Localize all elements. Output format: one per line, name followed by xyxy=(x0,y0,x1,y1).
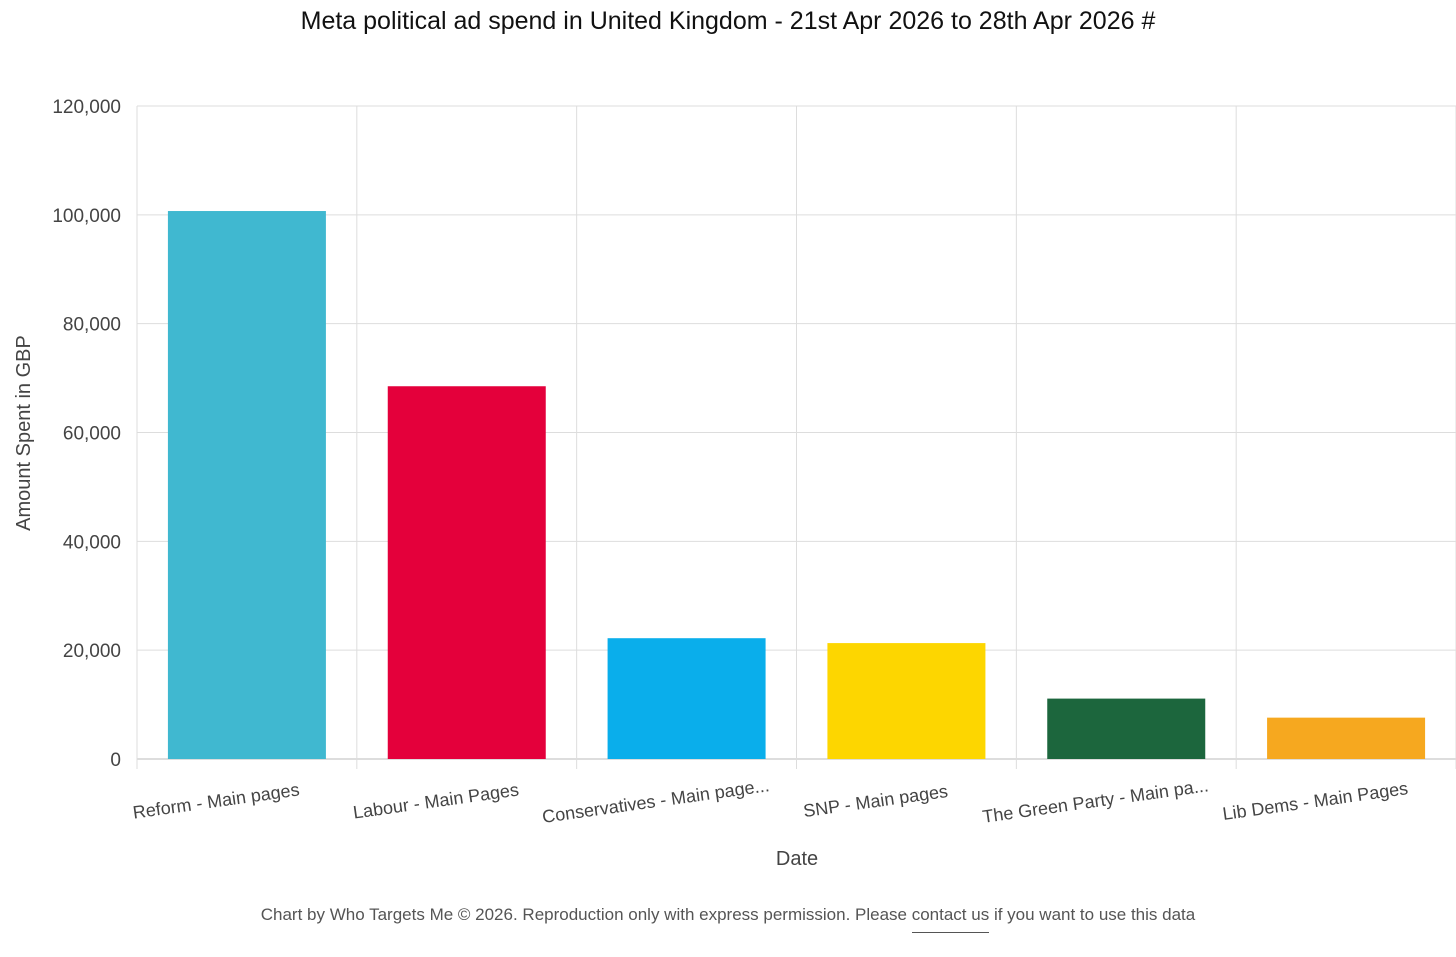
y-tick-label: 0 xyxy=(110,750,121,771)
chart-title: Meta political ad spend in United Kingdo… xyxy=(301,7,1156,35)
x-tick-label: The Green Party - Main pa... xyxy=(981,775,1210,827)
bar-3[interactable] xyxy=(607,638,766,759)
y-tick-label: 20,000 xyxy=(63,641,121,662)
contact-us-link[interactable]: contact us xyxy=(911,905,990,933)
bar-6[interactable] xyxy=(1267,717,1426,759)
x-tick-label: Labour - Main Pages xyxy=(352,780,520,823)
bar-2[interactable] xyxy=(387,386,546,759)
y-tick-label: 60,000 xyxy=(63,424,121,445)
x-tick-label: Reform - Main pages xyxy=(131,779,300,822)
y-axis-ticks: 0 20,000 40,000 60,000 80,000 100,000 120,000 xyxy=(52,97,121,771)
footer-text-end: if you want to use this data xyxy=(989,905,1196,924)
bar-5[interactable] xyxy=(1047,698,1206,759)
y-axis-label: Amount Spent in GBP xyxy=(13,335,35,531)
footer: Chart by Who Targets Me © 2026. Reproduc… xyxy=(0,905,1456,933)
bars xyxy=(167,211,1426,759)
x-axis-ticks: Reform - Main pages Labour - Main Pages Co… xyxy=(131,775,1409,827)
y-tick-label: 40,000 xyxy=(63,532,121,553)
footer-text: Chart by Who Targets Me © 2026. Reproduc… xyxy=(260,905,912,924)
x-tick-label: SNP - Main pages xyxy=(802,781,949,821)
bar-4[interactable] xyxy=(827,643,986,759)
y-tick-label: 120,000 xyxy=(52,97,121,118)
x-tick-label: Lib Dems - Main Pages xyxy=(1221,778,1409,824)
bar-1[interactable] xyxy=(167,211,326,759)
x-axis-label: Date xyxy=(776,848,818,870)
y-tick-label: 100,000 xyxy=(52,206,121,227)
grid xyxy=(136,105,1456,769)
y-tick-label: 80,000 xyxy=(63,315,121,336)
x-tick-label: Conservatives - Main page... xyxy=(541,775,771,827)
